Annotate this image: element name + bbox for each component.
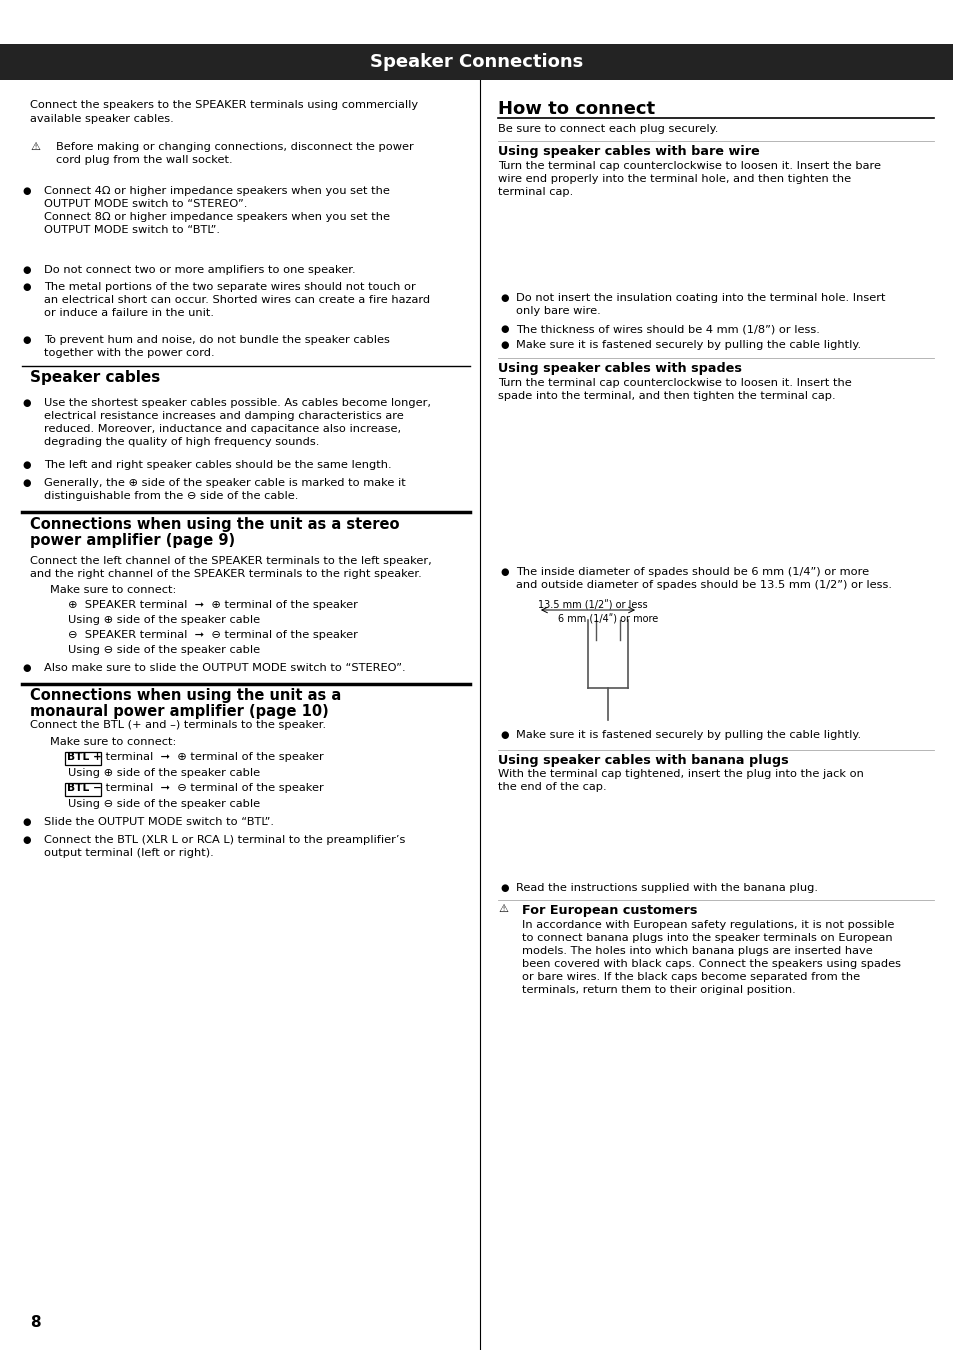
Text: Make sure to connect:: Make sure to connect:: [50, 585, 176, 595]
Text: Also make sure to slide the OUTPUT MODE switch to “STEREO”.: Also make sure to slide the OUTPUT MODE …: [44, 663, 405, 674]
Text: output terminal (left or right).: output terminal (left or right).: [44, 848, 213, 859]
Text: In accordance with European safety regulations, it is not possible: In accordance with European safety regul…: [521, 919, 893, 930]
Text: spade into the terminal, and then tighten the terminal cap.: spade into the terminal, and then tighte…: [497, 392, 835, 401]
Text: to connect banana plugs into the speaker terminals on European: to connect banana plugs into the speaker…: [521, 933, 892, 944]
Text: Turn the terminal cap counterclockwise to loosen it. Insert the bare: Turn the terminal cap counterclockwise t…: [497, 161, 880, 171]
Text: monaural power amplifier (page 10): monaural power amplifier (page 10): [30, 703, 329, 720]
Text: ●: ●: [499, 340, 508, 350]
Text: ⚠: ⚠: [497, 904, 507, 914]
Text: distinguishable from the ⊖ side of the cable.: distinguishable from the ⊖ side of the c…: [44, 491, 298, 501]
Text: Speaker cables: Speaker cables: [30, 370, 160, 385]
Text: Connect 8Ω or higher impedance speakers when you set the: Connect 8Ω or higher impedance speakers …: [44, 212, 390, 221]
Text: an electrical short can occur. Shorted wires can create a fire hazard: an electrical short can occur. Shorted w…: [44, 296, 430, 305]
Text: OUTPUT MODE switch to “STEREO”.: OUTPUT MODE switch to “STEREO”.: [44, 198, 247, 209]
Text: been covered with black caps. Connect the speakers using spades: been covered with black caps. Connect th…: [521, 958, 900, 969]
Text: ●: ●: [22, 398, 30, 408]
Bar: [0, 45, 953, 80]
Text: Using speaker cables with bare wire: Using speaker cables with bare wire: [497, 144, 759, 158]
Text: ●: ●: [499, 567, 508, 576]
Text: The metal portions of the two separate wires should not touch or: The metal portions of the two separate w…: [44, 282, 416, 292]
Text: models. The holes into which banana plugs are inserted have: models. The holes into which banana plug…: [521, 946, 872, 956]
Text: Slide the OUTPUT MODE switch to “BTL”.: Slide the OUTPUT MODE switch to “BTL”.: [44, 817, 274, 828]
Text: only bare wire.: only bare wire.: [516, 306, 600, 316]
Text: The thickness of wires should be 4 mm (1/8”) or less.: The thickness of wires should be 4 mm (1…: [516, 324, 819, 333]
Text: ●: ●: [22, 335, 30, 346]
Text: available speaker cables.: available speaker cables.: [30, 113, 173, 124]
Text: BTL +: BTL +: [67, 752, 102, 761]
Text: ●: ●: [22, 186, 30, 196]
Text: Do not insert the insulation coating into the terminal hole. Insert: Do not insert the insulation coating int…: [516, 293, 884, 302]
Text: and outside diameter of spades should be 13.5 mm (1/2”) or less.: and outside diameter of spades should be…: [516, 580, 891, 590]
Text: Using ⊖ side of the speaker cable: Using ⊖ side of the speaker cable: [68, 645, 260, 655]
Text: or bare wires. If the black caps become separated from the: or bare wires. If the black caps become …: [521, 972, 860, 981]
Text: To prevent hum and noise, do not bundle the speaker cables: To prevent hum and noise, do not bundle …: [44, 335, 390, 346]
Text: wire end properly into the terminal hole, and then tighten the: wire end properly into the terminal hole…: [497, 174, 850, 184]
Text: With the terminal cap tightened, insert the plug into the jack on: With the terminal cap tightened, insert …: [497, 769, 863, 779]
Text: The left and right speaker cables should be the same length.: The left and right speaker cables should…: [44, 460, 392, 470]
Bar: [65, 752, 101, 765]
Text: 13.5 mm (1/2ʺ) or less: 13.5 mm (1/2ʺ) or less: [537, 599, 647, 610]
Text: reduced. Moreover, inductance and capacitance also increase,: reduced. Moreover, inductance and capaci…: [44, 424, 400, 433]
Text: ●: ●: [499, 293, 508, 302]
Text: ●: ●: [22, 265, 30, 275]
Text: or induce a failure in the unit.: or induce a failure in the unit.: [44, 308, 213, 319]
Text: Make sure it is fastened securely by pulling the cable lightly.: Make sure it is fastened securely by pul…: [516, 340, 861, 350]
Text: power amplifier (page 9): power amplifier (page 9): [30, 533, 234, 548]
Text: ●: ●: [22, 282, 30, 292]
Text: ●: ●: [499, 883, 508, 892]
Text: Connect 4Ω or higher impedance speakers when you set the: Connect 4Ω or higher impedance speakers …: [44, 186, 390, 196]
Text: ●: ●: [22, 836, 30, 845]
Text: ●: ●: [499, 730, 508, 740]
Text: Using ⊕ side of the speaker cable: Using ⊕ side of the speaker cable: [68, 768, 260, 778]
Text: ⊕  SPEAKER terminal  ➞  ⊕ terminal of the speaker: ⊕ SPEAKER terminal ➞ ⊕ terminal of the s…: [68, 599, 357, 610]
Text: degrading the quality of high frequency sounds.: degrading the quality of high frequency …: [44, 437, 319, 447]
Text: Using ⊕ side of the speaker cable: Using ⊕ side of the speaker cable: [68, 616, 260, 625]
Text: Connect the BTL (XLR L or RCA L) terminal to the preamplifier’s: Connect the BTL (XLR L or RCA L) termina…: [44, 836, 405, 845]
Text: together with the power cord.: together with the power cord.: [44, 348, 214, 358]
Text: Using speaker cables with banana plugs: Using speaker cables with banana plugs: [497, 755, 788, 767]
Text: Turn the terminal cap counterclockwise to loosen it. Insert the: Turn the terminal cap counterclockwise t…: [497, 378, 851, 387]
Text: ●: ●: [22, 478, 30, 487]
Text: ●: ●: [22, 817, 30, 828]
Text: Make sure to connect:: Make sure to connect:: [50, 737, 176, 747]
Text: 6 mm (1/4ʺ) or more: 6 mm (1/4ʺ) or more: [558, 614, 658, 624]
Text: For European customers: For European customers: [521, 904, 697, 917]
Bar: [65, 783, 101, 796]
Text: ●: ●: [22, 460, 30, 470]
Text: ⚠: ⚠: [30, 142, 40, 153]
Text: OUTPUT MODE switch to “BTL”.: OUTPUT MODE switch to “BTL”.: [44, 225, 220, 235]
Text: Use the shortest speaker cables possible. As cables become longer,: Use the shortest speaker cables possible…: [44, 398, 431, 408]
Text: The inside diameter of spades should be 6 mm (1/4”) or more: The inside diameter of spades should be …: [516, 567, 868, 576]
Text: Read the instructions supplied with the banana plug.: Read the instructions supplied with the …: [516, 883, 817, 892]
Text: Before making or changing connections, disconnect the power
cord plug from the w: Before making or changing connections, d…: [56, 142, 414, 165]
Text: Do not connect two or more amplifiers to one speaker.: Do not connect two or more amplifiers to…: [44, 265, 355, 275]
Text: Be sure to connect each plug securely.: Be sure to connect each plug securely.: [497, 124, 718, 134]
Text: 8: 8: [30, 1315, 41, 1330]
Text: terminals, return them to their original position.: terminals, return them to their original…: [521, 986, 795, 995]
Text: electrical resistance increases and damping characteristics are: electrical resistance increases and damp…: [44, 410, 403, 421]
Text: ●: ●: [499, 324, 508, 333]
Text: Using speaker cables with spades: Using speaker cables with spades: [497, 362, 741, 375]
Text: ⊖  SPEAKER terminal  ➞  ⊖ terminal of the speaker: ⊖ SPEAKER terminal ➞ ⊖ terminal of the s…: [68, 630, 357, 640]
Text: Connections when using the unit as a stereo: Connections when using the unit as a ste…: [30, 517, 399, 532]
Text: Make sure it is fastened securely by pulling the cable lightly.: Make sure it is fastened securely by pul…: [516, 730, 861, 740]
Text: Speaker Connections: Speaker Connections: [370, 53, 583, 72]
Text: Generally, the ⊕ side of the speaker cable is marked to make it: Generally, the ⊕ side of the speaker cab…: [44, 478, 405, 487]
Text: terminal cap.: terminal cap.: [497, 188, 573, 197]
Text: terminal  ➞  ⊕ terminal of the speaker: terminal ➞ ⊕ terminal of the speaker: [102, 752, 323, 761]
Text: Connect the BTL (+ and –) terminals to the speaker.: Connect the BTL (+ and –) terminals to t…: [30, 720, 326, 730]
Text: ●: ●: [22, 663, 30, 674]
Text: Using ⊖ side of the speaker cable: Using ⊖ side of the speaker cable: [68, 799, 260, 809]
Text: Connect the speakers to the SPEAKER terminals using commercially: Connect the speakers to the SPEAKER term…: [30, 100, 417, 109]
Text: How to connect: How to connect: [497, 100, 655, 117]
Text: Connect the left channel of the SPEAKER terminals to the left speaker,: Connect the left channel of the SPEAKER …: [30, 556, 432, 566]
Text: Connections when using the unit as a: Connections when using the unit as a: [30, 688, 341, 703]
Text: and the right channel of the SPEAKER terminals to the right speaker.: and the right channel of the SPEAKER ter…: [30, 568, 421, 579]
Text: the end of the cap.: the end of the cap.: [497, 782, 606, 792]
Text: BTL −: BTL −: [67, 783, 102, 792]
Text: terminal  ➞  ⊖ terminal of the speaker: terminal ➞ ⊖ terminal of the speaker: [102, 783, 323, 792]
